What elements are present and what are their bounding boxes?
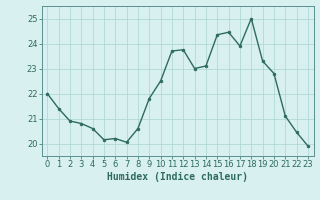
- X-axis label: Humidex (Indice chaleur): Humidex (Indice chaleur): [107, 172, 248, 182]
